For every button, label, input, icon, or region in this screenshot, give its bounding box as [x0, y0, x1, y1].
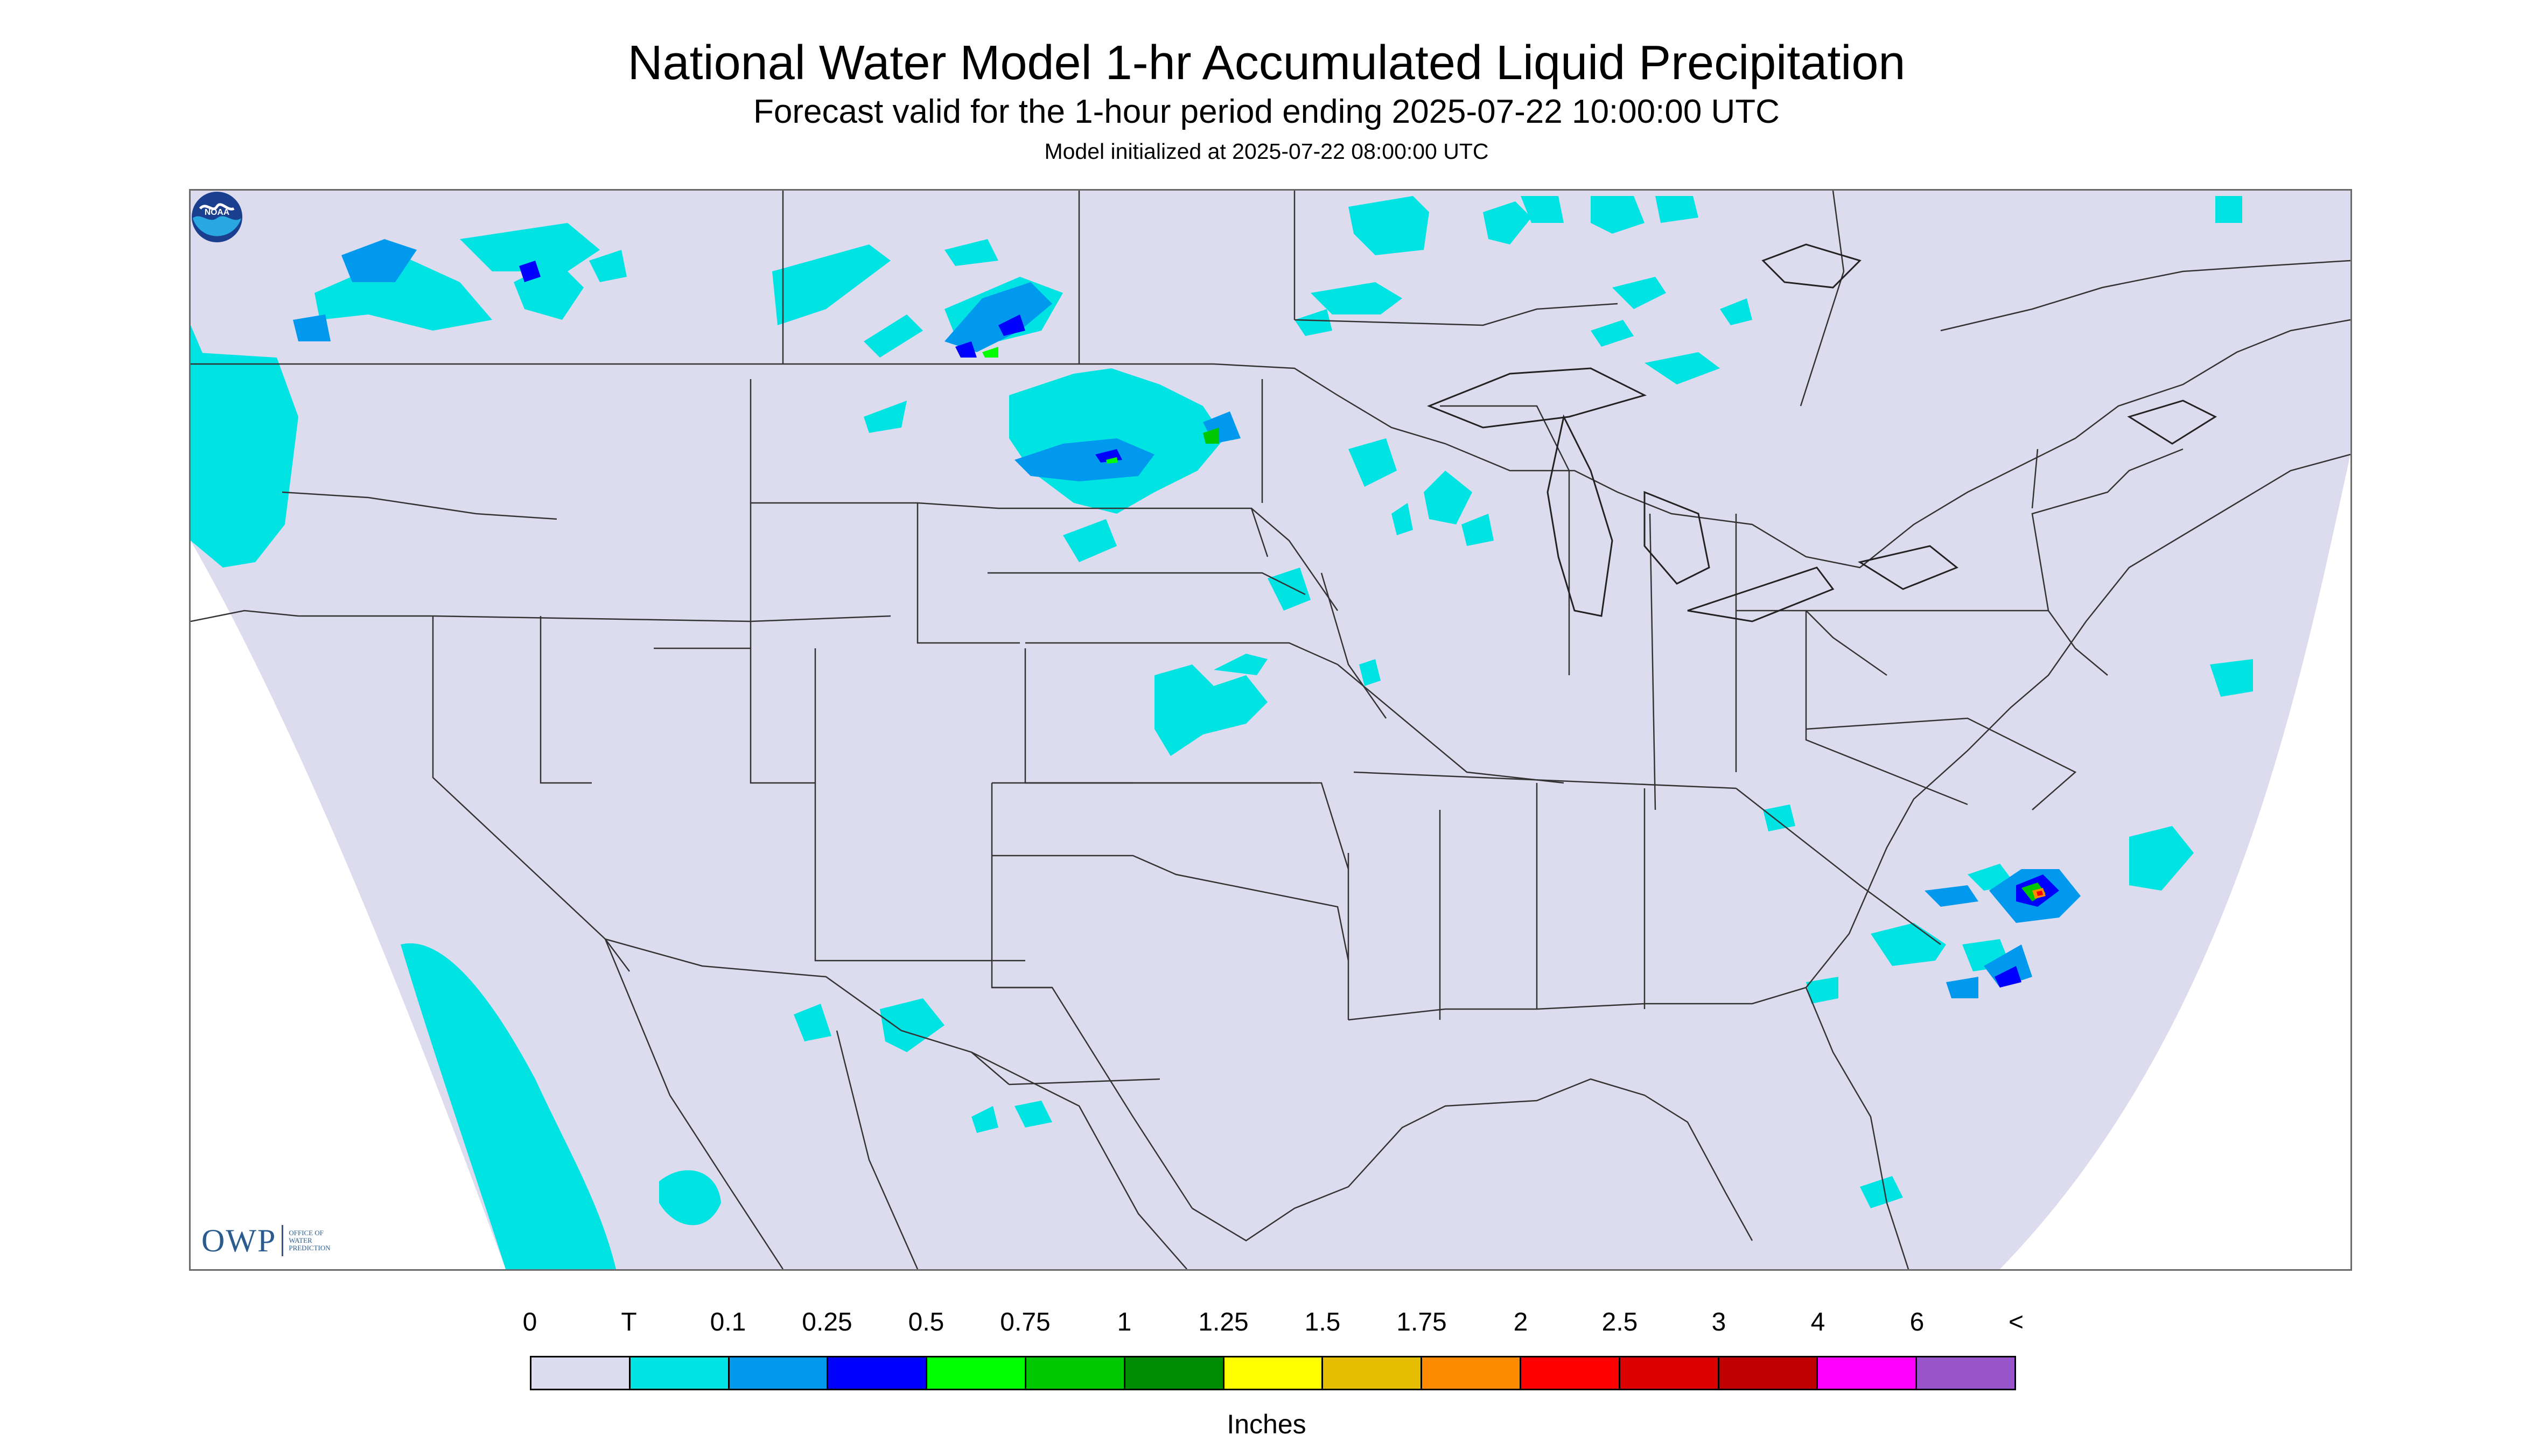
heavy-precip-areas	[982, 347, 2046, 901]
map-title: National Water Model 1-hr Accumulated Li…	[627, 36, 1906, 90]
legend-swatch	[1521, 1357, 1620, 1389]
owp-sub-line-2: Water	[289, 1236, 312, 1244]
legend-swatch	[1620, 1357, 1719, 1389]
legend-swatch	[1719, 1357, 1818, 1389]
map-subtitle: Forecast valid for the 1-hour period end…	[753, 93, 1780, 130]
legend-tick-label: T	[621, 1308, 637, 1336]
map-canvas	[191, 191, 2350, 1269]
legend-tick-label: 0	[522, 1308, 537, 1336]
legend-tick-label: 6	[1909, 1308, 1925, 1336]
legend-tick-label: 0.5	[908, 1308, 944, 1336]
legend-tick-label: 1.25	[1198, 1308, 1249, 1336]
legend-tick-label: 0.75	[1000, 1308, 1051, 1336]
legend-swatch	[1818, 1357, 1918, 1389]
noaa-logo-text: NOAA	[205, 208, 229, 217]
legend-swatch	[729, 1357, 829, 1389]
legend-swatch	[1125, 1357, 1224, 1389]
legend-swatch	[1224, 1357, 1324, 1389]
owp-logo: OWP Office of Water Prediction	[201, 1222, 331, 1259]
owp-logo-divider	[282, 1225, 284, 1256]
legend-tick-label: 1.75	[1396, 1308, 1447, 1336]
legend-tick-label: 4	[1810, 1308, 1825, 1336]
legend-tick-label: 0.1	[710, 1308, 746, 1336]
legend-units: Inches	[1227, 1409, 1306, 1439]
owp-sub-line-3: Prediction	[289, 1244, 331, 1252]
owp-logo-text: OWP	[201, 1222, 277, 1258]
legend-labels: 0 T 0.1 0.25 0.5 0.75 1 1.25 1.5 1.75 2 2.5 3 4 6 <	[523, 1307, 2024, 1340]
color-legend	[530, 1356, 2016, 1390]
legend-tick-label: 2.5	[1601, 1308, 1638, 1336]
legend-tick-label: 1.5	[1304, 1308, 1341, 1336]
legend-swatch	[1422, 1357, 1521, 1389]
owp-logo-subtitle: Office of Water Prediction	[289, 1229, 330, 1252]
precipitation-map: OWP Office of Water Prediction NOAA	[189, 189, 2352, 1271]
coastlines	[1426, 243, 2217, 622]
legend-tick-label: 2	[1513, 1308, 1528, 1336]
model-init-time: Model initialized at 2025-07-22 08:00:00…	[1044, 139, 1489, 164]
legend-swatch	[1917, 1357, 2014, 1389]
legend-tick-label: 0.25	[802, 1308, 852, 1336]
legend-tick-label: 3	[1711, 1308, 1726, 1336]
legend-tick-label: 1	[1117, 1308, 1132, 1336]
owp-sub-line-1: Office of	[289, 1229, 324, 1237]
light-precip-areas	[293, 239, 2081, 998]
legend-swatch	[1026, 1357, 1125, 1389]
legend-swatch	[630, 1357, 730, 1389]
legend-tick-label: <	[2008, 1308, 2024, 1336]
legend-swatch	[828, 1357, 928, 1389]
legend-swatch	[927, 1357, 1026, 1389]
legend-swatch	[531, 1357, 631, 1389]
legend-swatch	[1323, 1357, 1423, 1389]
political-boundaries	[191, 191, 2350, 1269]
noaa-logo: NOAA	[191, 191, 243, 243]
